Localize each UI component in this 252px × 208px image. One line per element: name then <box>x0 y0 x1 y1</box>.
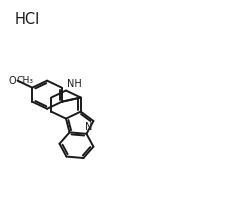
Text: NH: NH <box>67 79 81 89</box>
Text: CH₃: CH₃ <box>16 76 33 85</box>
Text: N: N <box>85 122 92 132</box>
Text: HCl: HCl <box>14 12 40 27</box>
Text: O: O <box>9 76 16 86</box>
